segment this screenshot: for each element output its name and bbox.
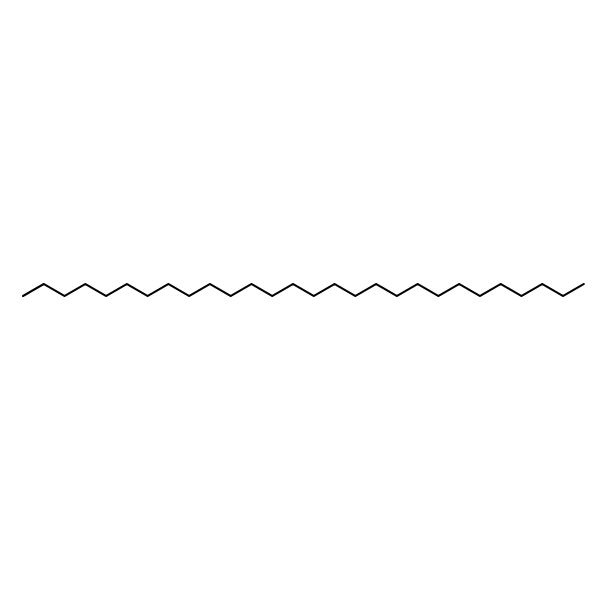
methyl-branch-0 xyxy=(23,284,44,296)
molecule-diagram xyxy=(0,0,600,600)
carbon-backbone xyxy=(23,284,584,296)
